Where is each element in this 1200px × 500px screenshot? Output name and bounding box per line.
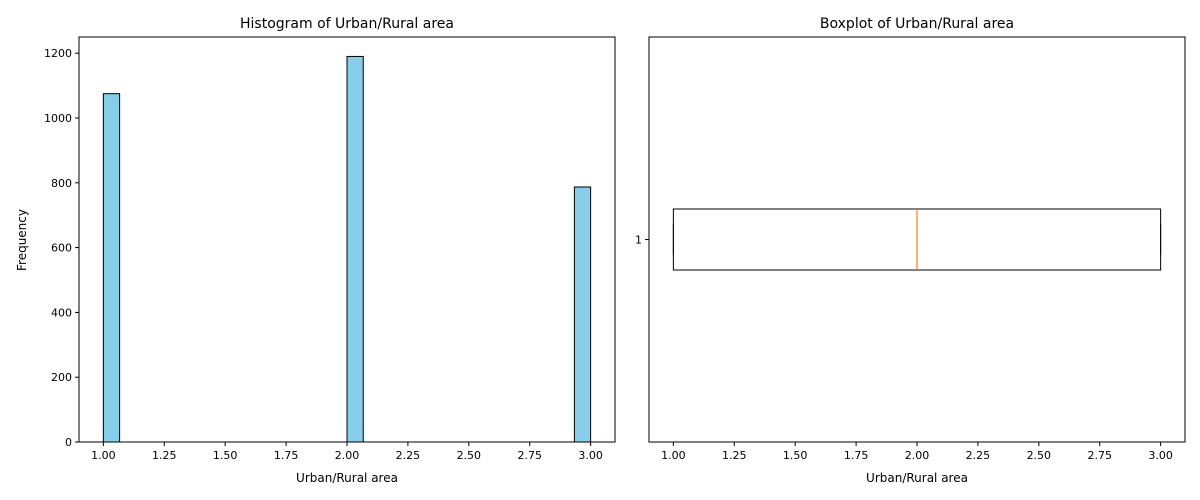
boxplot-x-tick-label: 1.50 bbox=[783, 449, 808, 462]
histogram-y-tick-label: 1000 bbox=[44, 112, 72, 125]
boxplot-x-label: Urban/Rural area bbox=[866, 471, 968, 485]
histogram-y-tick-label: 600 bbox=[51, 242, 72, 255]
boxplot-x-tick-label: 2.75 bbox=[1087, 449, 1112, 462]
histogram-x-tick-label: 2.75 bbox=[517, 449, 542, 462]
boxplot-y-tick-label: 1 bbox=[635, 234, 642, 247]
histogram-x-tick-label: 1.50 bbox=[213, 449, 238, 462]
boxplot-x-tick-label: 1.00 bbox=[661, 449, 686, 462]
histogram-x-label: Urban/Rural area bbox=[296, 471, 398, 485]
boxplot-x-tick-label: 2.50 bbox=[1027, 449, 1052, 462]
histogram-x-tick-label: 3.00 bbox=[578, 449, 603, 462]
histogram-x-tick-label: 1.00 bbox=[91, 449, 116, 462]
boxplot-x-tick-label: 1.75 bbox=[844, 449, 869, 462]
boxplot-x-tick-label: 3.00 bbox=[1148, 449, 1173, 462]
histogram-y-ticks: 0 200 400 600 800 1000 1200 bbox=[44, 47, 79, 449]
histogram-bars bbox=[102, 55, 592, 443]
boxplot-title: Boxplot of Urban/Rural area bbox=[820, 16, 1014, 32]
histogram-x-tick-label: 2.50 bbox=[457, 449, 482, 462]
histogram-y-tick-label: 800 bbox=[51, 177, 72, 190]
histogram-x-tick-label: 2.00 bbox=[335, 449, 360, 462]
boxplot-shapes bbox=[672, 208, 1162, 271]
histogram-y-tick-label: 1200 bbox=[44, 47, 72, 60]
boxplot-x-tick-label: 1.25 bbox=[722, 449, 747, 462]
boxplot-y-ticks: 1 bbox=[635, 234, 649, 247]
boxplot-x-ticks: 1.00 1.25 1.50 1.75 2.00 2.25 2.50 2.75 3.00 bbox=[661, 442, 1173, 462]
histogram-y-label: Frequency bbox=[15, 209, 29, 271]
histogram-bar-1 bbox=[346, 55, 364, 443]
histogram-y-tick-label: 0 bbox=[65, 436, 72, 449]
histogram-panel: Histogram of Urban/Rural area 1.00 1.25 1.… bbox=[15, 16, 616, 485]
boxplot-x-tick-label: 2.25 bbox=[966, 449, 991, 462]
histogram-x-tick-label: 1.25 bbox=[152, 449, 177, 462]
histogram-title: Histogram of Urban/Rural area bbox=[240, 16, 454, 32]
boxplot-panel: Boxplot of Urban/Rural area 1.00 1.25 1.50… bbox=[635, 16, 1186, 485]
boxplot-x-tick-label: 2.00 bbox=[905, 449, 930, 462]
histogram-x-ticks: 1.00 1.25 1.50 1.75 2.00 2.25 2.50 2.75 3.00 bbox=[91, 442, 603, 462]
histogram-bar-0 bbox=[102, 93, 121, 443]
histogram-y-tick-label: 400 bbox=[51, 306, 72, 319]
histogram-bar-2 bbox=[573, 186, 592, 443]
histogram-x-tick-label: 1.75 bbox=[274, 449, 299, 462]
histogram-x-tick-label: 2.25 bbox=[396, 449, 421, 462]
histogram-y-tick-label: 200 bbox=[51, 371, 72, 384]
